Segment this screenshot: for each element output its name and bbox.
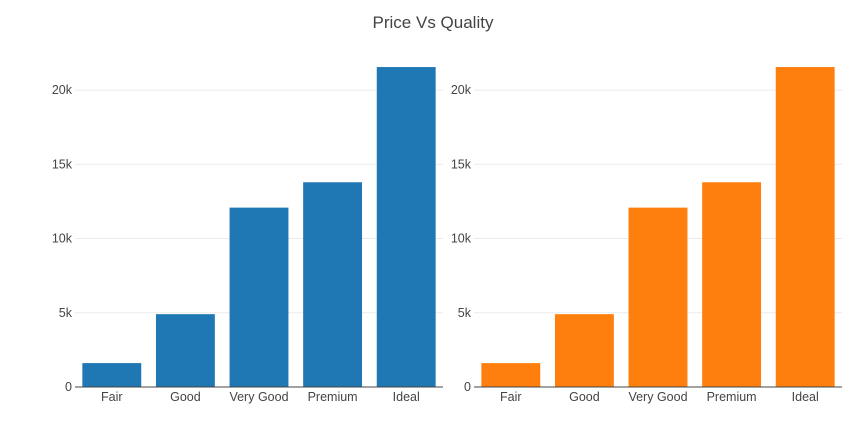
right-x-tick-label: Premium bbox=[707, 390, 757, 404]
left-y-tick-label: 0 bbox=[65, 380, 72, 394]
right-bar-good[interactable] bbox=[554, 314, 614, 387]
right-bar-fair[interactable] bbox=[481, 363, 541, 387]
left-y-tick-label: 15k bbox=[52, 157, 73, 171]
left-bar-ideal[interactable] bbox=[376, 67, 436, 388]
left-y-tick-label: 5k bbox=[59, 306, 73, 320]
left-y-tick-label: 10k bbox=[52, 232, 73, 246]
right-x-tick-label: Fair bbox=[500, 390, 522, 404]
left-x-tick-label: Good bbox=[170, 390, 201, 404]
right-y-tick-label: 10k bbox=[451, 232, 472, 246]
left-bar-chart: 0 5k 10k 15k 20k Fair Good Very Good Premium Idea… bbox=[52, 67, 443, 404]
right-bar-premium[interactable] bbox=[702, 182, 762, 387]
left-x-tick-label: Ideal bbox=[393, 390, 420, 404]
right-x-tick-label: Good bbox=[569, 390, 600, 404]
left-bar-premium[interactable] bbox=[303, 182, 363, 387]
right-bar-ideal[interactable] bbox=[775, 67, 835, 388]
left-x-tick-label: Very Good bbox=[229, 390, 288, 404]
left-y-tick-label: 20k bbox=[52, 83, 73, 97]
right-y-tick-label: 20k bbox=[451, 83, 472, 97]
left-bar-good[interactable] bbox=[155, 314, 215, 387]
left-x-tick-label: Fair bbox=[101, 390, 123, 404]
right-y-tick-label: 15k bbox=[451, 157, 472, 171]
left-bar-fair[interactable] bbox=[82, 363, 142, 387]
right-bar-very-good[interactable] bbox=[628, 207, 688, 387]
right-x-tick-label: Ideal bbox=[792, 390, 819, 404]
left-x-tick-label: Premium bbox=[308, 390, 358, 404]
right-bar-chart: 0 5k 10k 15k 20k Fair Good Very Good Premium Idea… bbox=[451, 67, 842, 404]
right-y-tick-label: 5k bbox=[458, 306, 472, 320]
chart-title: Price Vs Quality bbox=[373, 13, 494, 32]
right-x-tick-label: Very Good bbox=[628, 390, 687, 404]
left-bar-very-good[interactable] bbox=[229, 207, 289, 387]
right-y-tick-label: 0 bbox=[464, 380, 471, 394]
